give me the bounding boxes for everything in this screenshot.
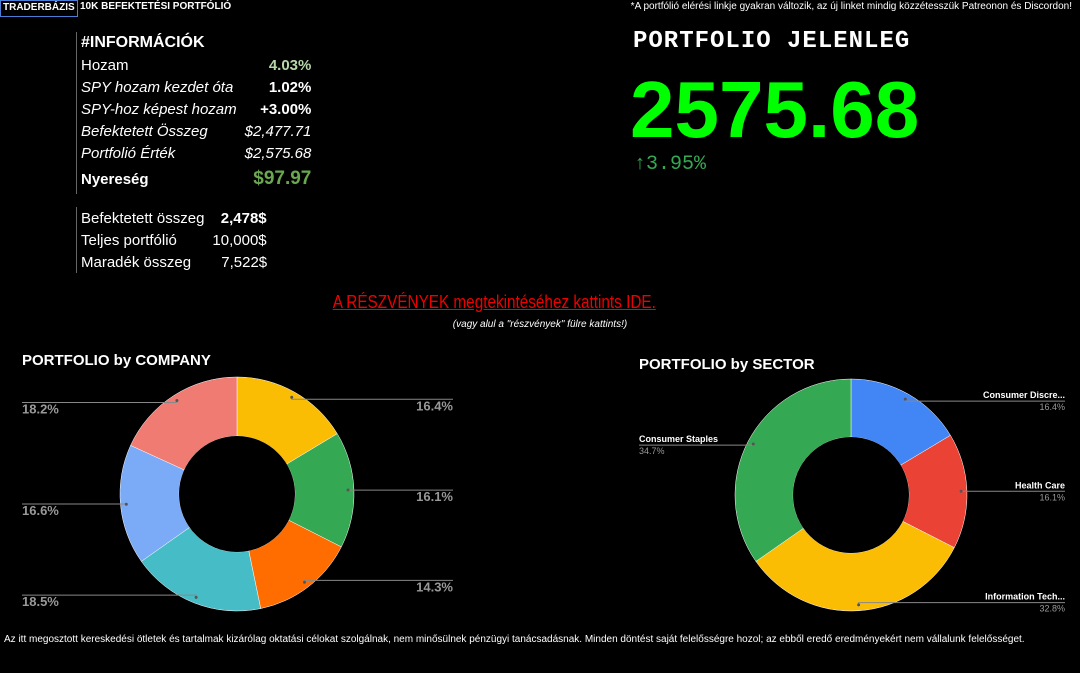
leader-dot [959, 489, 963, 493]
info-value: $97.97 [253, 168, 312, 189]
slice-label: Consumer Staples [639, 434, 718, 444]
leader-dot [346, 488, 350, 492]
info-label: SPY hozam kezdet óta [81, 78, 234, 96]
summary-row: Befektetett összeg 2,478$ [77, 207, 272, 229]
info-label: SPY-hoz képest hozam [81, 100, 237, 118]
info-label: Hozam [81, 56, 129, 74]
slice-label: Information Tech... [985, 592, 1065, 602]
slice-value: 16.4% [416, 398, 453, 413]
portfolio-title: PORTFOLIO JELENLEG [633, 28, 911, 55]
summary-value: 2,478$ [220, 209, 267, 227]
slice-value: 32.8% [1039, 604, 1065, 614]
leader-dot [751, 442, 755, 446]
sheet-tab[interactable]: TRADERBÁZIS [0, 0, 78, 17]
summary-label: Teljes portfólió [81, 231, 177, 249]
info-heading: #INFORMÁCIÓK [81, 34, 205, 51]
summary-label: Maradék összeg [81, 253, 192, 271]
info-row: Befektetett Összeg $2,477.71 [77, 120, 316, 142]
info-row: Nyereség $97.97 [77, 164, 316, 194]
info-row: Portfolió Érték $2,575.68 [77, 142, 316, 164]
slice-label: Health Care [1015, 480, 1065, 490]
leader-dot [903, 397, 907, 401]
arrow-icon: ↑ [634, 153, 647, 176]
note: *A portfólió elérési linkje gyakran vált… [630, 1, 1072, 12]
summary-row: Teljes portfólió 10,000$ [77, 229, 272, 251]
info-row: Hozam 4.03% [77, 54, 316, 76]
slice-label: Consumer Discre... [983, 390, 1065, 400]
slice-value: 16.4% [1039, 402, 1065, 412]
info-value: +3.00% [260, 100, 312, 118]
leader-dot [857, 603, 861, 607]
slice-value: 16.1% [416, 489, 453, 504]
leader-dot [124, 502, 128, 506]
info-label: Portfolió Érték [81, 144, 176, 162]
slice-value: 34.7% [639, 446, 665, 456]
info-label: Befektetett Összeg [81, 122, 208, 140]
summary-row: Maradék összeg 7,522$ [77, 251, 272, 273]
slice-value: 14.3% [416, 579, 453, 594]
leader-line [639, 444, 754, 446]
info-value: $2,477.71 [244, 122, 312, 140]
info-value: $2,575.68 [244, 144, 312, 162]
info-row: SPY-hoz képest hozam +3.00% [77, 98, 316, 120]
leader-dot [175, 398, 179, 402]
info-row: SPY hozam kezdet óta 1.02% [77, 76, 316, 98]
link-subtext: (vagy alul a "részvények" fülre kattints… [452, 319, 628, 330]
leader-dot [194, 595, 198, 599]
donut-hole [793, 437, 909, 553]
portfolio-change: ↑3.95% [634, 153, 706, 176]
info-label: Nyereség [81, 170, 149, 188]
change-value: 3.95% [646, 153, 707, 176]
slice-value: 18.5% [22, 594, 59, 609]
slice-value: 16.1% [1039, 492, 1065, 502]
info-table: #INFORMÁCIÓK Hozam 4.03% SPY hozam kezdet … [76, 32, 315, 194]
leader-dot [290, 395, 294, 399]
stocks-link[interactable]: A RÉSZVÉNYEK megtekintéséhez kattints ID… [332, 292, 656, 312]
slice-value: 16.6% [22, 503, 59, 518]
chart-title: PORTFOLIO by COMPANY [22, 352, 211, 369]
leader-dot [303, 580, 307, 584]
summary-value: 7,522$ [221, 253, 268, 271]
sheet-title: 10K BEFEKTETÉSI PORTFÓLIÓ [80, 1, 232, 12]
summary-value: 10,000$ [212, 231, 267, 249]
summary-label: Befektetett összeg [81, 209, 205, 227]
info-value: 1.02% [268, 78, 312, 96]
disclaimer: Az itt megosztott kereskedési ötletek és… [4, 634, 1025, 645]
donut-hole [179, 436, 295, 552]
summary-table: Befektetett összeg 2,478$ Teljes portfólió… [76, 207, 272, 273]
slice-value: 18.2% [22, 401, 59, 416]
info-value: 4.03% [268, 56, 312, 74]
chart-title: PORTFOLIO by SECTOR [639, 356, 815, 373]
portfolio-value: 2575.68 [630, 65, 920, 154]
